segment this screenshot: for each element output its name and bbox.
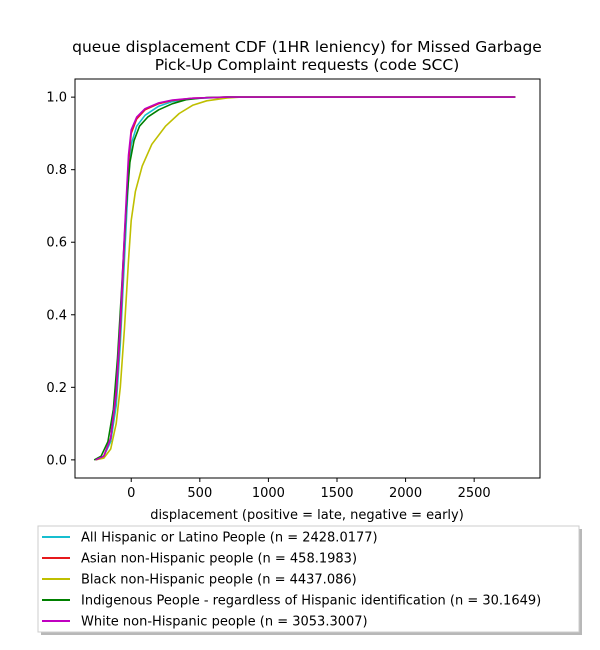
legend-label-0: All Hispanic or Latino People (n = 2428.… xyxy=(81,531,378,546)
x-tick-label: 1000 xyxy=(252,486,285,501)
series-line-2 xyxy=(95,96,516,461)
y-axis-ticks: 0.0 0.2 0.4 0.6 0.8 1.0 xyxy=(46,91,75,468)
plot-area xyxy=(75,79,540,478)
y-tick-label: 0.8 xyxy=(46,163,67,178)
chart-title-line-1: queue displacement CDF (1HR leniency) fo… xyxy=(72,38,542,56)
legend-box xyxy=(37,525,580,633)
x-tick-label: 0 xyxy=(127,486,135,501)
y-tick-label: 0.6 xyxy=(46,236,67,251)
series-lines xyxy=(93,96,516,461)
legend-label-1: Asian non-Hispanic people (n = 458.1983) xyxy=(81,552,357,567)
x-axis-ticks: 0 500 1000 1500 2000 2500 xyxy=(127,478,491,501)
x-tick-label: 500 xyxy=(187,486,212,501)
x-tick-label: 2000 xyxy=(389,486,422,501)
y-tick-label: 0.4 xyxy=(46,308,67,323)
y-tick-label: 0.2 xyxy=(46,381,67,396)
y-tick-label: 1.0 xyxy=(46,91,67,106)
legend-label-2: Black non-Hispanic people (n = 4437.086) xyxy=(81,573,357,588)
x-axis-label: displacement (positive = late, negative … xyxy=(150,508,464,523)
legend: All Hispanic or Latino People (n = 2428.… xyxy=(37,525,582,635)
chart-title-line-2: Pick-Up Complaint requests (code SCC) xyxy=(155,56,460,74)
x-tick-label: 2500 xyxy=(458,486,491,501)
legend-label-4: White non-Hispanic people (n = 3053.3007… xyxy=(81,615,368,630)
series-line-4 xyxy=(95,96,516,461)
x-tick-label: 1500 xyxy=(320,486,353,501)
legend-label-3: Indigenous People - regardless of Hispan… xyxy=(81,594,541,609)
plot-frame xyxy=(74,78,541,479)
legend-items: All Hispanic or Latino People (n = 2428.… xyxy=(42,531,541,630)
y-tick-label: 0.0 xyxy=(46,453,67,468)
